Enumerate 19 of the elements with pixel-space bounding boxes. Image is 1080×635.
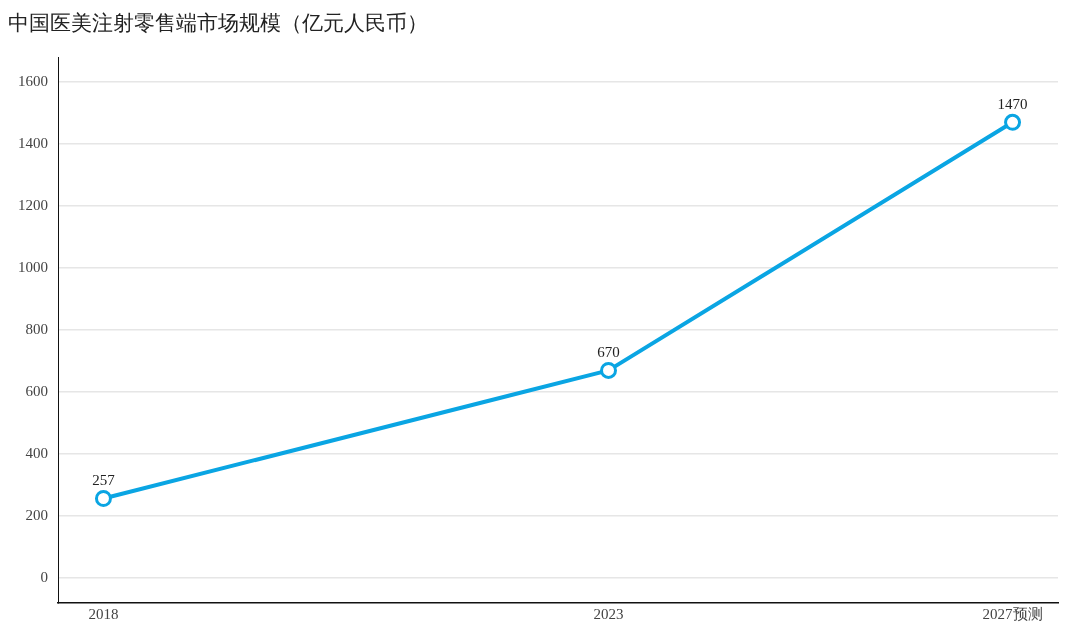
data-label: 257 bbox=[92, 471, 116, 488]
y-tick-label: 600 bbox=[25, 383, 48, 400]
point bbox=[94, 489, 112, 507]
y-tick-label: 200 bbox=[25, 507, 48, 524]
y-tick-label: 1600 bbox=[18, 72, 48, 89]
y-tick-label: 800 bbox=[25, 321, 48, 338]
chart-title: 中国医美注射零售端市场规模（亿元人民币） bbox=[8, 11, 428, 36]
y-tick-label: 1000 bbox=[18, 259, 48, 276]
x-tick-label: 2027预测 bbox=[982, 605, 1043, 622]
y-tick-label: 1400 bbox=[18, 134, 48, 151]
point bbox=[1004, 113, 1022, 131]
point bbox=[600, 361, 618, 379]
y-tick-label: 0 bbox=[40, 569, 48, 586]
x-tick-label: 2018 bbox=[88, 605, 119, 622]
data-label: 1470 bbox=[997, 95, 1028, 112]
data-label: 670 bbox=[597, 343, 620, 360]
y-tick-label: 1200 bbox=[18, 196, 48, 213]
y-tick-label: 400 bbox=[25, 445, 48, 462]
x-tick-label: 2023 bbox=[593, 605, 624, 622]
